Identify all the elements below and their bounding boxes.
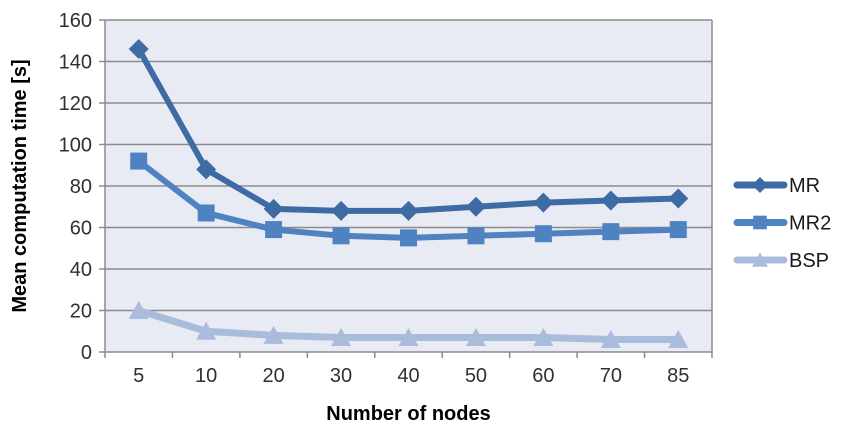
marker-MR-20: [263, 198, 284, 219]
y-tick-label-140: 140: [59, 52, 92, 74]
x-tick-label-30: 30: [330, 365, 352, 387]
marker-MR-30: [331, 200, 352, 221]
marker-MR2-85: [669, 221, 687, 239]
x-tick-label-60: 60: [532, 365, 554, 387]
marker-BSP-20: [263, 325, 284, 344]
y-tick-label-0: 0: [81, 342, 92, 364]
marker-MR2-10: [197, 204, 215, 222]
marker-MR2-60: [534, 225, 552, 243]
legend-marker-BSP: [752, 252, 768, 267]
x-tick-label-10: 10: [195, 365, 217, 387]
marker-MR-10: [196, 159, 217, 180]
x-axis-title: Number of nodes: [326, 403, 490, 425]
marker-MR2-20: [265, 221, 283, 239]
x-tick-label-70: 70: [600, 365, 622, 387]
x-tick-label-40: 40: [397, 365, 419, 387]
marker-BSP-50: [465, 327, 486, 346]
marker-MR-70: [600, 190, 621, 211]
x-tick-label-20: 20: [262, 365, 284, 387]
marker-BSP-40: [398, 327, 419, 346]
y-tick-label-20: 20: [70, 301, 92, 323]
legend-label-MR: MR: [789, 175, 820, 197]
marker-MR-50: [465, 196, 486, 217]
x-tick-label-5: 5: [133, 365, 144, 387]
marker-MR2-70: [602, 223, 620, 241]
marker-MR-40: [398, 200, 419, 221]
y-tick-label-80: 80: [70, 176, 92, 198]
y-tick-label-100: 100: [59, 135, 92, 157]
marker-BSP-5: [128, 301, 149, 319]
x-tick-label-50: 50: [465, 365, 487, 387]
y-tick-label-40: 40: [70, 259, 92, 281]
marker-MR2-30: [332, 227, 350, 245]
legend-marker-MR: [752, 177, 768, 193]
y-tick-label-160: 160: [59, 10, 92, 32]
legend-marker-MR2: [753, 215, 767, 230]
x-tick-label-85: 85: [667, 365, 689, 387]
legend-label-BSP: BSP: [789, 250, 829, 272]
marker-MR-85: [668, 188, 689, 209]
marker-MR2-50: [467, 227, 485, 245]
y-tick-label-60: 60: [70, 218, 92, 240]
marker-MR2-5: [130, 152, 148, 170]
marker-MR-5: [128, 39, 149, 60]
marker-BSP-70: [600, 330, 621, 349]
marker-BSP-60: [533, 327, 554, 346]
y-tick-label-120: 120: [59, 93, 92, 115]
legend-label-MR2: MR2: [789, 213, 831, 235]
marker-BSP-85: [668, 330, 689, 349]
marker-BSP-10: [196, 321, 217, 340]
marker-BSP-30: [331, 327, 352, 346]
marker-MR-60: [533, 192, 554, 213]
marker-MR2-40: [400, 229, 417, 247]
y-axis-title: Mean computation time [s]: [9, 59, 31, 312]
